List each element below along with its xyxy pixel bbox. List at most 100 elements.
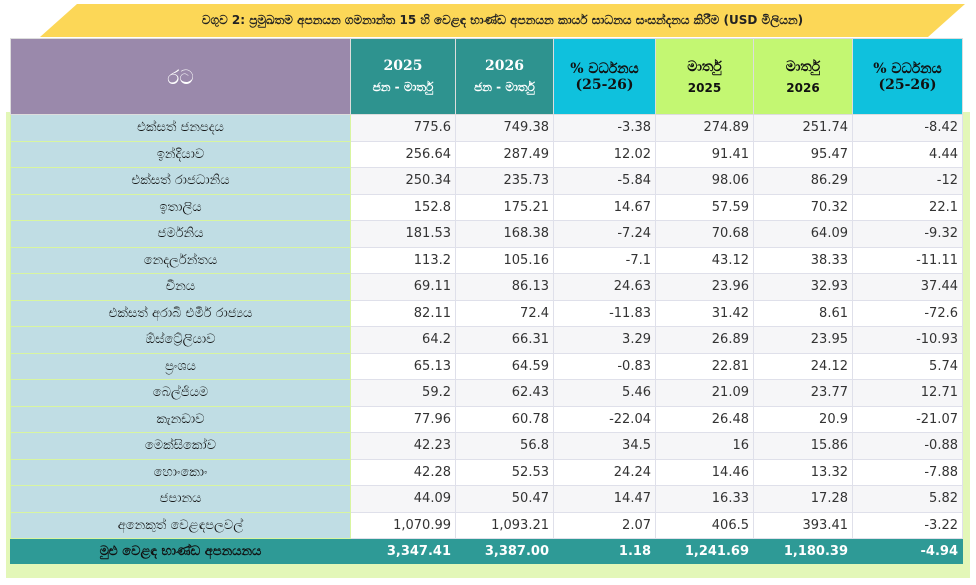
cell-growth-ytd: -7.1 xyxy=(553,246,656,274)
cell-march-2026: 95.47 xyxy=(753,140,853,168)
cell-jan-mar-2026: 66.31 xyxy=(455,326,554,354)
cell-growth-march: 5.74 xyxy=(852,352,963,380)
table-row: මෙක්සිකෝව 42.23 56.8 34.5 16 15.86 -0.88 xyxy=(10,432,963,460)
cell-jan-mar-2026: 52.53 xyxy=(455,458,554,486)
cell-country: මෙක්සිකෝව xyxy=(10,432,351,460)
cell-march-2025: 26.89 xyxy=(655,326,754,354)
cell-march-2026: 8.61 xyxy=(753,299,853,327)
cell-jan-mar-2025: 64.2 xyxy=(350,326,456,354)
cell-jan-mar-2026: 50.47 xyxy=(455,485,554,513)
cell-growth-ytd: 2.07 xyxy=(553,511,656,539)
cell-march-2026: 24.12 xyxy=(753,352,853,380)
cell-growth-ytd: 14.67 xyxy=(553,193,656,221)
cell-growth-ytd: -0.83 xyxy=(553,352,656,380)
table-row: ඉන්දියාව 256.64 287.49 12.02 91.41 95.47 4.44 xyxy=(10,140,963,168)
cell-march-2026: 20.9 xyxy=(753,405,853,433)
cell-march-2026: 32.93 xyxy=(753,273,853,301)
cell-country: එක්සත් ජනපදය xyxy=(10,114,351,142)
cell-march-2026: 1,180.39 xyxy=(753,538,853,564)
cell-march-2025: 16.33 xyxy=(655,485,754,513)
cell-march-2025: 406.5 xyxy=(655,511,754,539)
cell-growth-ytd: 1.18 xyxy=(553,538,656,564)
cell-growth-march: 37.44 xyxy=(852,273,963,301)
cell-jan-mar-2025: 181.53 xyxy=(350,220,456,248)
cell-growth-ytd: -5.84 xyxy=(553,167,656,195)
cell-growth-march: -10.93 xyxy=(852,326,963,354)
cell-jan-mar-2025: 1,070.99 xyxy=(350,511,456,539)
header-jan-mar-2026: 2026 ජන - මාර්තු xyxy=(455,38,554,115)
table-row: ජර්මනිය 181.53 168.38 -7.24 70.68 64.09 -9.32 xyxy=(10,220,963,248)
cell-jan-mar-2025: 42.28 xyxy=(350,458,456,486)
table-row: චීනය 69.11 86.13 24.63 23.96 32.93 37.44 xyxy=(10,273,963,301)
header-growth-march: % වර්ධනය (25-26) xyxy=(852,38,963,115)
table-row: බෙල්ජියම 59.2 62.43 5.46 21.09 23.77 12.71 xyxy=(10,379,963,407)
cell-country: ජර්මනිය xyxy=(10,220,351,248)
cell-country: ඕස්ට්‍රේලියාව xyxy=(10,326,351,354)
cell-growth-march: -9.32 xyxy=(852,220,963,248)
table-row: ඉතාලිය 152.8 175.21 14.67 57.59 70.32 22.1 xyxy=(10,193,963,221)
cell-jan-mar-2026: 62.43 xyxy=(455,379,554,407)
cell-country: ඉතාලිය xyxy=(10,193,351,221)
cell-march-2025: 70.68 xyxy=(655,220,754,248)
cell-march-2025: 274.89 xyxy=(655,114,754,142)
cell-country: එක්සත් රාජධානිය xyxy=(10,167,351,195)
cell-growth-ytd: -22.04 xyxy=(553,405,656,433)
cell-growth-march: -0.88 xyxy=(852,432,963,460)
cell-jan-mar-2025: 256.64 xyxy=(350,140,456,168)
cell-jan-mar-2026: 168.38 xyxy=(455,220,554,248)
total-row: මුළු වෙළඳ භාණ්ඩ අපනයනය 3,347.41 3,387.00 1.… xyxy=(10,538,963,564)
cell-jan-mar-2026: 1,093.21 xyxy=(455,511,554,539)
cell-growth-march: -12 xyxy=(852,167,963,195)
cell-jan-mar-2026: 60.78 xyxy=(455,405,554,433)
cell-jan-mar-2025: 82.11 xyxy=(350,299,456,327)
cell-growth-ytd: 3.29 xyxy=(553,326,656,354)
cell-march-2025: 57.59 xyxy=(655,193,754,221)
cell-country: එක්සත් අරාබි එමීර් රාජ්‍යය xyxy=(10,299,351,327)
cell-growth-ytd: 14.47 xyxy=(553,485,656,513)
cell-jan-mar-2025: 42.23 xyxy=(350,432,456,460)
cell-march-2026: 38.33 xyxy=(753,246,853,274)
cell-growth-ytd: 24.24 xyxy=(553,458,656,486)
cell-growth-ytd: 34.5 xyxy=(553,432,656,460)
cell-country: ජපානය xyxy=(10,485,351,513)
cell-jan-mar-2025: 59.2 xyxy=(350,379,456,407)
cell-march-2025: 43.12 xyxy=(655,246,754,274)
cell-march-2025: 21.09 xyxy=(655,379,754,407)
table-row: කැනඩාව 77.96 60.78 -22.04 26.48 20.9 -21.07 xyxy=(10,405,963,433)
cell-march-2025: 91.41 xyxy=(655,140,754,168)
cell-jan-mar-2026: 287.49 xyxy=(455,140,554,168)
header-row: රට 2025 ජන - මාර්තු 2026 ජන - මාර්තු % වර්… xyxy=(10,38,963,115)
table-row: අනෙකුත් වෙළඳපලවල් 1,070.99 1,093.21 2.07 406… xyxy=(10,511,963,539)
table-row: එක්සත් රාජධානිය 250.34 235.73 -5.84 98.06 86.… xyxy=(10,167,963,195)
cell-jan-mar-2025: 3,347.41 xyxy=(350,538,456,564)
cell-march-2025: 22.81 xyxy=(655,352,754,380)
cell-growth-march: 12.71 xyxy=(852,379,963,407)
table-row: හොංකොං 42.28 52.53 24.24 14.46 13.32 -7.88 xyxy=(10,458,963,486)
cell-growth-march: -8.42 xyxy=(852,114,963,142)
cell-jan-mar-2026: 235.73 xyxy=(455,167,554,195)
cell-country: අනෙකුත් වෙළඳපලවල් xyxy=(10,511,351,539)
header-country: රට xyxy=(10,38,351,115)
table-row: ඕස්ට්‍රේලියාව 64.2 66.31 3.29 26.89 23.95 -10.… xyxy=(10,326,963,354)
table-title-banner: වගුව 2: ප්‍රමුඛතම අපනයන ගමනාන්ත 15 හි වෙ… xyxy=(40,4,965,37)
cell-march-2025: 98.06 xyxy=(655,167,754,195)
cell-country: ප්‍රංශය xyxy=(10,352,351,380)
cell-march-2026: 23.77 xyxy=(753,379,853,407)
cell-jan-mar-2025: 65.13 xyxy=(350,352,456,380)
cell-country: නෙදර්ලන්තය xyxy=(10,246,351,274)
cell-growth-march: -4.94 xyxy=(852,538,963,564)
cell-growth-march: -7.88 xyxy=(852,458,963,486)
cell-growth-march: -11.11 xyxy=(852,246,963,274)
header-march-2025: මාර්තු 2025 xyxy=(655,38,754,115)
cell-country: කැනඩාව xyxy=(10,405,351,433)
cell-country: චීනය xyxy=(10,273,351,301)
cell-jan-mar-2026: 105.16 xyxy=(455,246,554,274)
cell-jan-mar-2026: 56.8 xyxy=(455,432,554,460)
cell-march-2026: 15.86 xyxy=(753,432,853,460)
cell-jan-mar-2026: 64.59 xyxy=(455,352,554,380)
header-march-2026: මාර්තු 2026 xyxy=(753,38,853,115)
cell-jan-mar-2026: 3,387.00 xyxy=(455,538,554,564)
cell-jan-mar-2025: 250.34 xyxy=(350,167,456,195)
cell-march-2025: 16 xyxy=(655,432,754,460)
cell-march-2026: 393.41 xyxy=(753,511,853,539)
